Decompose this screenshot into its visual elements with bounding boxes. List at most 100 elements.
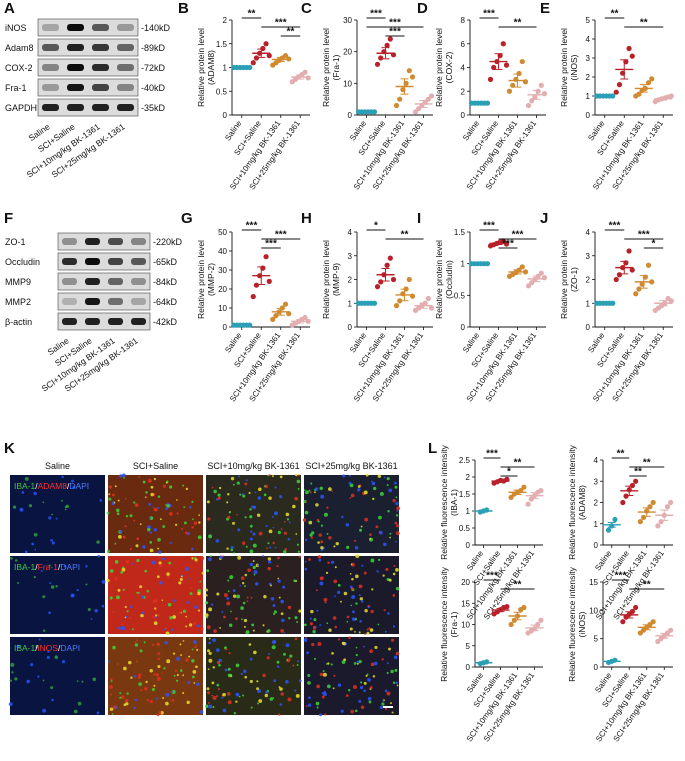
micrograph-cell <box>156 713 160 717</box>
micrograph-cell <box>186 601 190 604</box>
micrograph-cell <box>354 546 359 550</box>
micrograph-cell <box>125 615 128 619</box>
micrograph-cell <box>134 641 137 644</box>
micrograph-cell <box>317 641 322 646</box>
micrograph-cell <box>55 585 58 588</box>
stain-label-part: IBA-1 <box>14 481 36 491</box>
data-point <box>620 619 626 625</box>
micrograph-cell <box>280 612 284 616</box>
micrograph-cell <box>10 557 13 560</box>
blot-f-band <box>131 318 146 325</box>
micrograph-cell <box>359 620 362 623</box>
micrograph-cell <box>111 713 114 715</box>
micrograph-cell <box>319 713 323 717</box>
micrograph-cell <box>235 663 240 668</box>
micrograph-cell <box>130 676 133 679</box>
micrograph-cell <box>230 610 232 613</box>
blot-a-blot-strip <box>37 18 139 37</box>
y-tick-label: 1 <box>594 520 599 529</box>
micrograph-cell <box>42 679 45 682</box>
data-point <box>384 42 390 48</box>
micrograph-cell <box>142 545 146 549</box>
blot-f-band <box>131 278 146 285</box>
data-point <box>613 89 619 95</box>
y-tick-label: 4 <box>586 35 591 44</box>
y-tick-label: 0 <box>223 323 228 332</box>
micrograph-cell <box>332 616 337 620</box>
micrograph-cell <box>193 521 198 526</box>
micrograph-cell <box>158 561 162 565</box>
micrograph-cell <box>116 595 120 600</box>
micrograph-cell <box>351 577 354 581</box>
micrograph-cell <box>382 700 385 702</box>
micrograph-cell <box>280 599 285 604</box>
micrograph-cell <box>81 680 84 683</box>
micrograph-cell <box>227 590 230 593</box>
micrograph-cell <box>311 642 315 647</box>
micrograph-cell <box>377 558 381 562</box>
micrograph-cell <box>308 558 311 561</box>
micrograph-tile <box>304 637 399 715</box>
micrograph-cell <box>85 583 88 586</box>
micrograph-cell <box>158 711 162 714</box>
data-point <box>374 284 381 290</box>
micrograph-cell <box>34 548 37 551</box>
y-tick-label: 8 <box>461 16 466 25</box>
micrograph-cell <box>9 679 13 682</box>
y-tick-label: 1 <box>466 507 471 516</box>
micrograph-cell <box>245 630 250 635</box>
micrograph-cell <box>358 699 362 703</box>
micrograph-cell <box>230 548 234 552</box>
micrograph-cell <box>133 501 136 504</box>
data-point <box>640 514 647 520</box>
micrograph-cell <box>232 521 235 525</box>
micrograph-cell <box>296 660 299 663</box>
y-axis-label: (Occludin) <box>444 260 454 299</box>
y-tick-label: 3 <box>586 54 591 63</box>
micrograph-cell <box>182 640 185 642</box>
micrograph-cell <box>55 517 58 520</box>
micrograph-cell <box>303 623 307 627</box>
micrograph-cell <box>156 676 161 681</box>
data-point <box>428 305 435 311</box>
blot-a-band <box>42 44 59 51</box>
micrograph-cell <box>125 514 129 518</box>
micrograph-cell <box>176 673 179 677</box>
stain-label: IBA-1/Fra-1/DAPI <box>14 562 80 572</box>
micrograph-cell <box>157 506 160 509</box>
blot-f-band <box>62 318 77 325</box>
y-axis-label: (MMP-9) <box>331 263 341 296</box>
panel-label-i: I <box>417 210 422 227</box>
y-tick-label: 1.5 <box>454 228 466 237</box>
micrograph-cell <box>350 587 354 591</box>
micrograph-cell <box>266 547 269 550</box>
blot-a-kd-label: -89kD <box>141 43 166 53</box>
micrograph-cell <box>310 536 314 539</box>
micrograph-cell <box>332 687 335 690</box>
micrograph-cell <box>230 476 235 481</box>
micrograph-cell <box>205 588 209 592</box>
micrograph-cell <box>213 489 217 494</box>
micrograph-cell <box>121 626 126 631</box>
micrograph-cell <box>114 485 117 488</box>
micrograph-cell <box>273 612 276 616</box>
micrograph-cell <box>138 682 142 686</box>
micrograph-cell <box>235 692 240 697</box>
micrograph-cell <box>288 617 291 620</box>
micrograph-cell <box>391 638 395 642</box>
micrograph-cell <box>266 656 270 660</box>
micrograph-cell <box>267 542 270 545</box>
micrograph-cell <box>383 542 387 547</box>
micrograph-cell <box>157 613 161 617</box>
data-point <box>647 504 653 510</box>
micrograph-cell <box>50 686 54 690</box>
micrograph-cell <box>242 541 246 545</box>
panel-label-f: F <box>4 210 14 227</box>
micrograph-cell <box>321 695 325 699</box>
blot-a-blot-strip <box>37 98 139 117</box>
micrograph-cell <box>112 705 117 709</box>
micrograph-cell <box>139 585 143 589</box>
blot-a-protein-label: Fra-1 <box>5 83 27 93</box>
micrograph-cell <box>244 573 248 577</box>
micrograph-cell <box>206 500 210 504</box>
